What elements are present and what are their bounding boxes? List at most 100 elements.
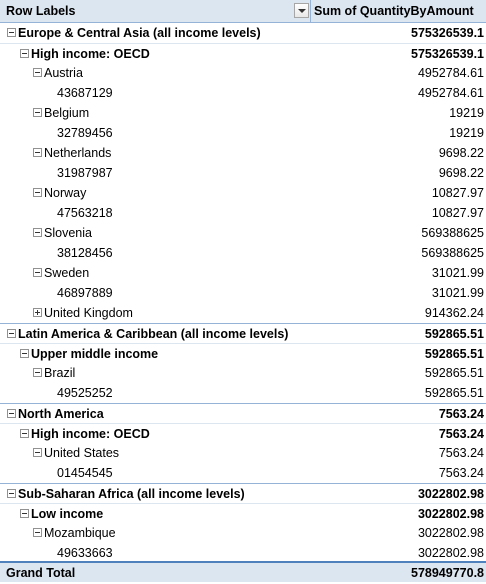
country-label: Mozambique [44, 526, 116, 540]
collapse-toggle-icon[interactable] [20, 429, 29, 438]
country-row[interactable]: Norway 10827.97 [0, 183, 486, 203]
id-value: 31021.99 [431, 286, 484, 300]
country-label: Netherlands [44, 146, 112, 160]
income-value: 592865.51 [424, 347, 484, 361]
country-row[interactable]: Slovenia 569388625 [0, 223, 486, 243]
region-row[interactable]: North America 7563.24 [0, 403, 486, 423]
country-label: Sweden [44, 266, 90, 280]
id-row[interactable]: 31987987 9698.22 [0, 163, 486, 183]
row-labels-header: Row Labels [6, 4, 76, 18]
country-value: 3022802.98 [417, 526, 484, 540]
income-label: Upper middle income [31, 347, 159, 361]
id-row[interactable]: 01454545 7563.24 [0, 463, 486, 483]
income-row[interactable]: Low income 3022802.98 [0, 503, 486, 523]
country-value: 569388625 [421, 226, 484, 240]
region-label: North America [18, 407, 104, 421]
country-label: Brazil [44, 366, 76, 380]
id-label: 31987987 [57, 166, 113, 180]
id-label: 47563218 [57, 206, 113, 220]
id-row[interactable]: 46897889 31021.99 [0, 283, 486, 303]
id-label: 46897889 [57, 286, 113, 300]
collapse-toggle-icon[interactable] [7, 489, 16, 498]
income-label: High income: OECD [31, 427, 150, 441]
collapse-toggle-icon[interactable] [33, 448, 42, 457]
grand-total-label: Grand Total [6, 566, 76, 580]
collapse-toggle-icon[interactable] [7, 329, 16, 338]
collapse-toggle-icon[interactable] [20, 509, 29, 518]
id-label: 43687129 [57, 86, 113, 100]
id-row[interactable]: 43687129 4952784.61 [0, 83, 486, 103]
country-row[interactable]: Belgium 19219 [0, 103, 486, 123]
filter-dropdown-icon[interactable] [294, 3, 309, 18]
id-value: 569388625 [421, 246, 484, 260]
country-row[interactable]: Netherlands 9698.22 [0, 143, 486, 163]
country-row[interactable]: Brazil 592865.51 [0, 363, 486, 383]
id-value: 7563.24 [438, 466, 484, 480]
income-label: Low income [31, 507, 104, 521]
country-row[interactable]: Mozambique 3022802.98 [0, 523, 486, 543]
country-label: Austria [44, 66, 83, 80]
country-row[interactable]: Austria 4952784.61 [0, 63, 486, 83]
expand-toggle-icon[interactable] [33, 308, 42, 317]
id-label: 32789456 [57, 126, 113, 140]
collapse-toggle-icon[interactable] [33, 228, 42, 237]
country-label: Belgium [44, 106, 90, 120]
country-value: 592865.51 [424, 366, 484, 380]
id-row[interactable]: 49525252 592865.51 [0, 383, 486, 403]
id-label: 38128456 [57, 246, 113, 260]
region-value: 575326539.1 [411, 26, 484, 40]
country-value: 914362.24 [424, 306, 484, 320]
pivot-header: Row Labels Sum of QuantityByAmount [0, 0, 486, 23]
id-value: 592865.51 [424, 386, 484, 400]
id-label: 49633663 [57, 546, 113, 560]
income-value: 575326539.1 [411, 47, 484, 61]
collapse-toggle-icon[interactable] [33, 108, 42, 117]
id-label: 01454545 [57, 466, 113, 480]
value-field-header[interactable]: Sum of QuantityByAmount [314, 4, 474, 18]
country-value: 19219 [449, 106, 484, 120]
id-row[interactable]: 49633663 3022802.98 [0, 543, 486, 563]
region-row[interactable]: Latin America & Caribbean (all income le… [0, 323, 486, 343]
id-value: 10827.97 [431, 206, 484, 220]
region-value: 592865.51 [424, 327, 484, 341]
id-value: 3022802.98 [417, 546, 484, 560]
collapse-toggle-icon[interactable] [7, 409, 16, 418]
collapse-toggle-icon[interactable] [33, 188, 42, 197]
country-value: 10827.97 [431, 186, 484, 200]
id-row[interactable]: 47563218 10827.97 [0, 203, 486, 223]
id-label: 49525252 [57, 386, 113, 400]
region-row[interactable]: Europe & Central Asia (all income levels… [0, 23, 486, 43]
id-value: 19219 [449, 126, 484, 140]
income-value: 3022802.98 [417, 507, 484, 521]
collapse-toggle-icon[interactable] [7, 28, 16, 37]
collapse-toggle-icon[interactable] [33, 148, 42, 157]
income-row[interactable]: High income: OECD 575326539.1 [0, 43, 486, 63]
collapse-toggle-icon[interactable] [33, 368, 42, 377]
country-label: Norway [44, 186, 87, 200]
country-value: 31021.99 [431, 266, 484, 280]
grand-total-row[interactable]: Grand Total 578949770.8 [0, 561, 486, 582]
id-row[interactable]: 38128456 569388625 [0, 243, 486, 263]
collapse-toggle-icon[interactable] [33, 268, 42, 277]
country-value: 4952784.61 [417, 66, 484, 80]
id-row[interactable]: 32789456 19219 [0, 123, 486, 143]
income-label: High income: OECD [31, 47, 150, 61]
country-row[interactable]: Sweden 31021.99 [0, 263, 486, 283]
header-divider [310, 0, 311, 22]
income-row[interactable]: High income: OECD 7563.24 [0, 423, 486, 443]
collapse-toggle-icon[interactable] [20, 349, 29, 358]
collapse-toggle-icon[interactable] [20, 49, 29, 58]
income-row[interactable]: Upper middle income 592865.51 [0, 343, 486, 363]
collapse-toggle-icon[interactable] [33, 68, 42, 77]
region-value: 3022802.98 [417, 487, 484, 501]
country-label: United States [44, 446, 120, 460]
region-row[interactable]: Sub-Saharan Africa (all income levels) 3… [0, 483, 486, 503]
country-row[interactable]: United Kingdom 914362.24 [0, 303, 486, 323]
income-value: 7563.24 [438, 427, 484, 441]
country-value: 9698.22 [438, 146, 484, 160]
collapse-toggle-icon[interactable] [33, 528, 42, 537]
country-row[interactable]: United States 7563.24 [0, 443, 486, 463]
country-label: United Kingdom [44, 306, 133, 320]
grand-total-value: 578949770.8 [411, 566, 484, 580]
